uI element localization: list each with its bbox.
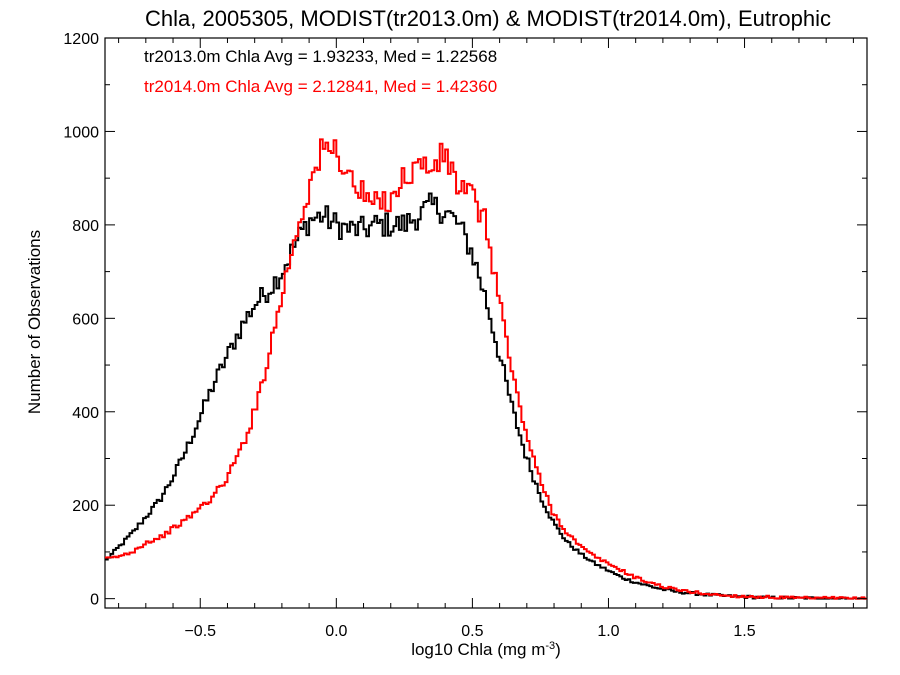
series-line-tr2013: [105, 192, 867, 600]
x-tick-label: 0.0: [325, 623, 347, 640]
chart-title: Chla, 2005305, MODIST(tr2013.0m) & MODIS…: [145, 6, 831, 31]
y-tick-label: 800: [72, 218, 99, 235]
y-tick-label: 200: [72, 498, 99, 515]
y-tick-label: 1000: [63, 124, 99, 141]
series-line-tr2014: [105, 138, 867, 600]
tick-layer: −0.5 0.0 0.5 1.0 1.5 0 200 400 600 800 1000 1200: [63, 31, 867, 640]
x-tick-label: 0.5: [461, 623, 483, 640]
x-axis-title: log10 Chla (mg m-3): [411, 640, 561, 659]
x-axis-title-close: ): [555, 640, 561, 659]
y-tick-label: 600: [72, 311, 99, 328]
x-axis-title-main: log10 Chla (mg m: [411, 640, 545, 659]
y-tick-label: 1200: [63, 31, 99, 48]
series-layer: [105, 138, 867, 600]
legend-entry-tr2013: tr2013.0m Chla Avg = 1.93233, Med = 1.22…: [144, 47, 497, 66]
legend-entry-tr2014: tr2014.0m Chla Avg = 2.12841, Med = 1.42…: [144, 77, 497, 96]
y-tick-label: 400: [72, 405, 99, 422]
y-axis-title: Number of Observations: [25, 230, 44, 414]
y-tick-label: 0: [90, 592, 99, 609]
plot-frame: [104, 37, 868, 609]
legend: tr2013.0m Chla Avg = 1.93233, Med = 1.22…: [144, 47, 497, 96]
x-tick-label: 1.5: [733, 623, 755, 640]
x-tick-label: −0.5: [184, 623, 216, 640]
x-axis-title-superscript: -3: [545, 640, 555, 652]
plot-area: −0.5 0.0 0.5 1.0 1.5 0 200 400 600 800 1000 1200: [63, 31, 868, 640]
x-tick-label: 1.0: [597, 623, 619, 640]
